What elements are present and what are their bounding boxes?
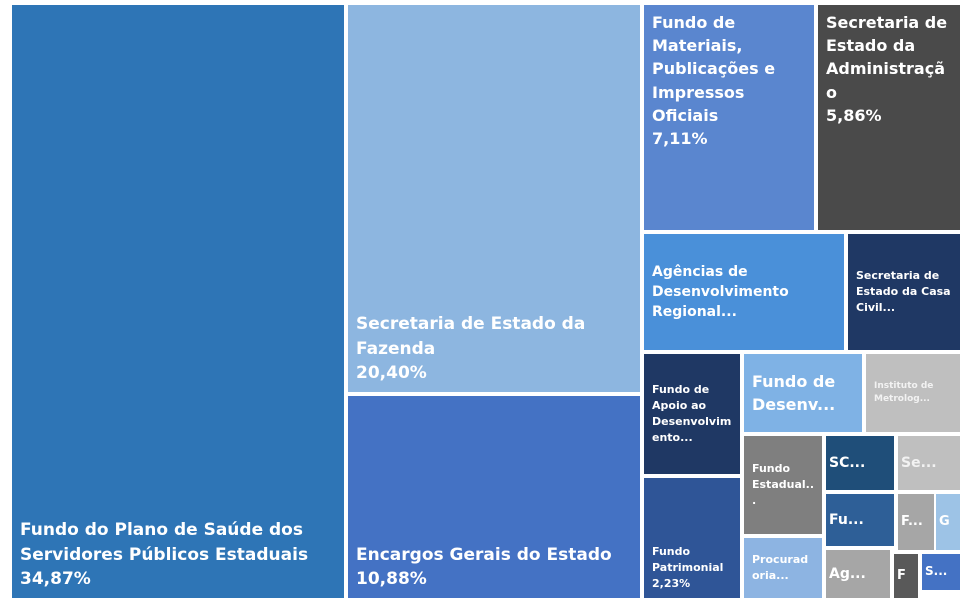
tile: Fundo de Materiais, Publicações e Impres… xyxy=(644,5,814,230)
tile-label: Fundo Patrimonial xyxy=(652,545,724,575)
tile-label: G xyxy=(939,513,950,529)
tile-value: 5,86% xyxy=(826,105,882,125)
tile: Procuradoria... xyxy=(744,538,822,598)
tile: Encargos Gerais do Estado 10,88% xyxy=(348,396,640,598)
tile: Fundo de Desenv... xyxy=(744,354,862,432)
tile: Fundo Patrimonial 2,23% xyxy=(644,478,740,598)
tile-label: Ag... xyxy=(829,565,866,582)
tile: Fundo Estadual... xyxy=(744,436,822,534)
tile-value: 20,40% xyxy=(356,363,427,384)
tile-value: 34,87% xyxy=(20,569,91,590)
tile-label: Procuradoria... xyxy=(752,553,809,582)
tile: Fu... xyxy=(826,494,894,546)
tile-label: Fu... xyxy=(829,511,864,528)
tile-label: Encargos Gerais do Estado xyxy=(356,544,612,565)
tile-value: 10,88% xyxy=(356,569,427,590)
tile-label: Fundo de Desenv... xyxy=(752,371,836,414)
tile: F... xyxy=(898,494,934,550)
tile-label: Instituto de Metrolog... xyxy=(874,380,934,404)
tile-label: F xyxy=(897,567,906,583)
tile-label: S... xyxy=(925,564,948,579)
tile: Ag... xyxy=(826,550,890,598)
tile-value: 2,23% xyxy=(652,577,691,591)
tile: SC... xyxy=(826,436,894,490)
tile: F xyxy=(894,554,918,598)
tile: Agências de Desenvolvimento Regional... xyxy=(644,234,844,350)
tile-label: Agências de Desenvolvimento Regional... xyxy=(652,263,789,321)
tile: Secretaria de Estado da Administração 5,8… xyxy=(818,5,960,230)
tile: Instituto de Metrolog... xyxy=(866,354,960,432)
tile-label: SC... xyxy=(829,454,866,471)
tile-value: 7,11% xyxy=(652,128,708,148)
tile: Fundo do Plano de Saúde dos Servidores P… xyxy=(12,5,344,598)
tile: Secretaria de Estado da Fazenda 20,40% xyxy=(348,5,640,392)
tile: G xyxy=(936,494,960,550)
tile: Secretaria de Estado da Casa Civil... xyxy=(848,234,960,350)
tile-label: Secretaria de Estado da Fazenda xyxy=(356,314,586,359)
tile-label: Secretaria de Estado da Administração xyxy=(826,13,948,102)
tile: Fundo de Apoio ao Desenvolvimento... xyxy=(644,354,740,474)
tile-label: Fundo do Plano de Saúde dos Servidores P… xyxy=(20,520,309,565)
tile-label: Fundo Estadual... xyxy=(752,462,814,507)
tile-label: Fundo de Apoio ao Desenvolvimento... xyxy=(652,383,732,444)
tile-label: Fundo de Materiais, Publicações e Impres… xyxy=(652,13,776,125)
tile-label: Secretaria de Estado da Casa Civil... xyxy=(856,269,951,314)
tile: Se... xyxy=(898,436,960,490)
tile: S... xyxy=(922,554,960,590)
tile-label: Se... xyxy=(901,454,937,471)
tile-label: F... xyxy=(901,513,923,529)
